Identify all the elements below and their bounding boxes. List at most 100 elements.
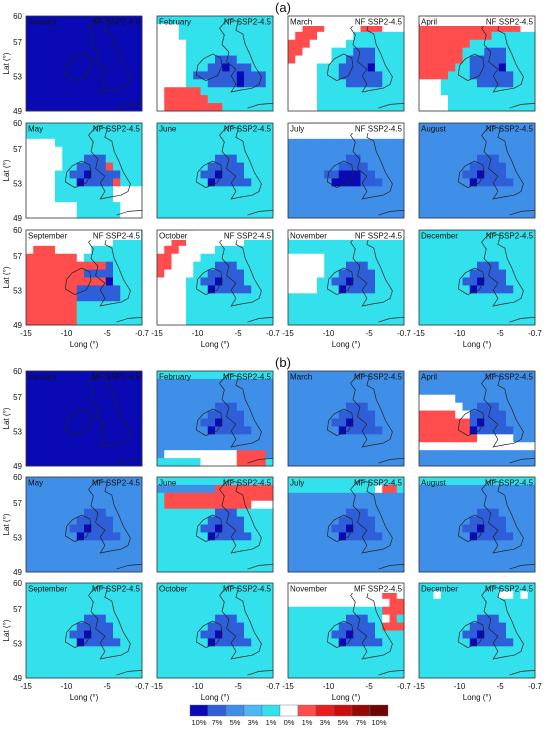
grid-cell [288,410,296,419]
grid-cell [120,55,128,64]
grid-cell [200,630,209,639]
grid-cell [382,162,390,171]
grid-cell [62,458,70,467]
grid-cell [527,590,536,600]
grid-cell [134,79,143,88]
grid-cell [251,317,259,326]
grid-cell [186,402,194,411]
grid-cell [127,79,136,88]
grid-cell [375,532,383,541]
grid-cell [309,39,318,49]
grid-cell [171,194,180,203]
grid-cell [513,646,521,655]
grid-cell [462,130,471,140]
grid-cell [127,202,136,211]
grid-cell [491,130,500,140]
grid-cell [193,598,201,608]
grid-cell [251,253,259,263]
grid-cell [98,606,107,616]
grid-cell [419,402,427,411]
grid-cell [207,162,216,171]
grid-cell [520,103,529,112]
grid-cell [382,154,390,163]
grid-cell [229,170,238,179]
grid-cell [229,79,238,88]
grid-cell [127,162,136,171]
grid-cell [396,277,405,286]
grid-cell [193,103,201,112]
grid-cell [258,371,267,380]
grid-cell [440,130,449,140]
grid-cell [265,162,274,171]
grid-cell [396,378,405,388]
x-tick-label: -5 [235,682,243,691]
grid-cell [302,138,311,148]
grid-cell [258,606,267,616]
grid-cell [178,146,187,156]
grid-cell [491,55,500,64]
grid-cell [222,492,230,502]
grid-cell [353,130,361,140]
grid-cell [113,402,121,411]
grid-cell [200,371,209,380]
grid-cell [164,269,172,278]
grid-cell [455,654,463,663]
grid-cell [302,130,311,140]
grid-cell [200,540,209,549]
grid-cell [62,301,70,310]
grid-cell [91,55,99,64]
grid-cell [244,442,252,451]
grid-cell [120,654,128,663]
grid-cell [105,63,114,72]
grid-cell [244,293,252,302]
grid-cell [26,71,34,80]
grid-cell [498,23,507,33]
grid-cell [200,583,209,592]
grid-cell [367,194,376,203]
grid-cell [164,123,172,132]
grid-cell [367,614,376,623]
grid-cell [396,638,405,647]
grid-cell [47,178,56,187]
grid-cell [288,154,296,163]
grid-cell [171,662,180,671]
grid-cell [105,123,114,132]
grid-cell [222,590,230,600]
grid-cell [506,556,514,565]
grid-cell [193,55,201,64]
grid-cell [302,484,311,494]
grid-cell [360,532,369,541]
grid-cell [265,146,274,156]
grid-cell [178,371,187,380]
grid-cell [419,614,427,623]
grid-cell [98,598,107,608]
grid-cell [251,162,259,171]
grid-cell [265,606,274,616]
grid-cell [258,614,267,623]
grid-cell [491,170,500,179]
grid-cell [236,138,245,148]
grid-cell [244,23,252,33]
grid-cell [389,309,398,318]
grid-cell [236,458,245,467]
grid-cell [469,654,478,663]
grid-cell [331,630,340,639]
grid-cell [455,622,463,631]
grid-cell [506,386,514,396]
grid-cell [419,646,427,655]
grid-cell [426,500,434,510]
grid-cell [127,508,136,517]
grid-cell [157,434,165,443]
grid-cell [382,434,390,443]
grid-cell [477,630,485,639]
grid-cell [186,670,194,679]
grid-cell [55,194,63,203]
grid-cell [346,202,354,211]
colorbar-swatch [333,704,353,717]
grid-cell [448,434,456,443]
grid-cell [55,477,63,486]
grid-cell [200,170,209,179]
grid-cell [127,402,136,411]
grid-cell [26,670,34,679]
